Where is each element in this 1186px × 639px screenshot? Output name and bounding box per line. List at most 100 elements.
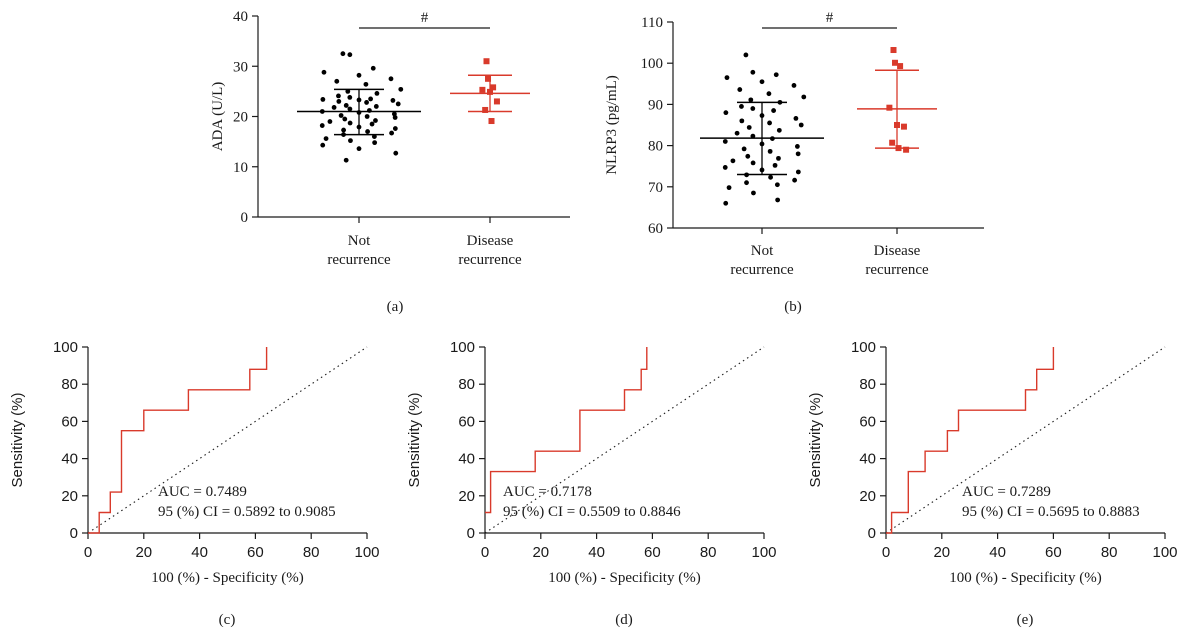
data-point [340, 51, 346, 57]
data-point [345, 88, 351, 94]
data-point [900, 123, 907, 130]
ci-annotation: 95 (%) CI = 0.5509 to 0.8846 [503, 504, 681, 520]
data-point [774, 182, 780, 188]
x-axis-label: 100 (%) - Specificity (%) [151, 570, 303, 586]
auc-annotation: AUC = 0.7289 [962, 484, 1051, 500]
data-point [343, 103, 349, 108]
series-disease-recurrence [450, 58, 530, 125]
data-point [750, 133, 756, 139]
data-point [750, 160, 756, 166]
data-point [370, 65, 376, 71]
series-disease-recurrence [857, 47, 937, 153]
data-point [363, 81, 369, 87]
y-axis-label: Sensitivity (%) [9, 392, 26, 487]
reference-diagonal [484, 346, 765, 534]
x-tick-label: 100 [1152, 544, 1177, 561]
data-point [320, 142, 326, 148]
data-point [741, 146, 747, 152]
panel-label: (c) [219, 612, 236, 628]
ci-annotation: 95 (%) CI = 0.5892 to 0.9085 [158, 504, 336, 520]
data-point [744, 180, 749, 186]
roc-curve [88, 347, 268, 534]
x-tick-label: 100 [354, 544, 379, 561]
x-tick-label: Not recurrence [730, 243, 794, 278]
y-tick-label: 80 [458, 376, 475, 393]
panel-label: (d) [615, 612, 633, 628]
y-tick-label: 20 [859, 488, 876, 505]
data-point [372, 140, 378, 146]
significance-mark: # [421, 10, 429, 26]
data-point [897, 63, 904, 70]
data-point [364, 114, 370, 119]
data-point [892, 59, 899, 66]
y-tick-label: 100 [450, 339, 475, 356]
chart-panel-2: 60 70 80 90 100 110 Not recurrence Disease recurr… [604, 10, 984, 315]
data-point [395, 101, 401, 107]
data-point [730, 158, 736, 164]
data-point [771, 108, 777, 113]
ci-annotation: 95 (%) CI = 0.5695 to 0.8883 [962, 504, 1140, 520]
data-point [750, 69, 756, 75]
data-point [889, 139, 896, 146]
data-point [347, 106, 353, 112]
data-point [751, 190, 756, 196]
data-point [739, 118, 745, 124]
data-point [364, 100, 369, 105]
data-point [392, 126, 398, 131]
data-point [327, 119, 333, 124]
data-point [493, 98, 500, 105]
x-tick-label: 40 [989, 544, 1006, 561]
roc-curve [886, 347, 1055, 534]
y-tick-label: 40 [859, 451, 876, 468]
data-point [490, 84, 497, 91]
data-point [793, 116, 799, 121]
x-tick-label: 60 [1045, 544, 1062, 561]
y-tick-label: 110 [641, 15, 663, 31]
data-point [794, 144, 800, 149]
panel-label: (e) [1017, 612, 1034, 628]
data-point [392, 115, 398, 120]
x-tick-label: Disease recurrence [865, 243, 929, 278]
data-point [767, 120, 772, 126]
x-tick-label: Not recurrence [327, 233, 391, 268]
data-point [488, 118, 495, 125]
auc-annotation: AUC = 0.7489 [158, 484, 247, 500]
data-point [776, 155, 781, 161]
data-point [341, 127, 346, 133]
y-tick-label: 40 [61, 451, 78, 468]
data-point [767, 148, 773, 154]
x-tick-label: 20 [933, 544, 950, 561]
x-tick-label: 20 [532, 544, 549, 561]
data-point [319, 123, 325, 128]
data-point [776, 127, 782, 133]
y-tick-label: 40 [458, 451, 475, 468]
data-point [745, 153, 751, 159]
significance-mark: # [826, 10, 834, 26]
data-point [792, 177, 798, 183]
data-point [483, 58, 490, 65]
data-point [368, 96, 374, 102]
data-point [722, 139, 728, 144]
data-point [723, 110, 729, 116]
data-point [726, 185, 732, 191]
data-point [772, 162, 778, 168]
data-point [347, 95, 353, 100]
data-point [775, 197, 781, 203]
x-tick-label: 80 [700, 544, 717, 561]
data-point [369, 121, 375, 127]
data-point [479, 86, 486, 93]
y-tick-label: 40 [233, 9, 248, 25]
y-tick-label: 20 [61, 488, 78, 505]
y-tick-label: 70 [648, 180, 663, 196]
data-point [798, 122, 804, 128]
y-tick-label: 80 [61, 376, 78, 393]
roc-curve [485, 347, 648, 514]
y-axis-label: Sensitivity (%) [406, 392, 423, 487]
data-point [722, 165, 728, 170]
data-point [773, 72, 779, 78]
data-point [348, 138, 353, 144]
y-tick-label: 60 [648, 221, 663, 237]
data-point [768, 174, 773, 180]
x-axis-label: 100 (%) - Specificity (%) [548, 570, 700, 586]
